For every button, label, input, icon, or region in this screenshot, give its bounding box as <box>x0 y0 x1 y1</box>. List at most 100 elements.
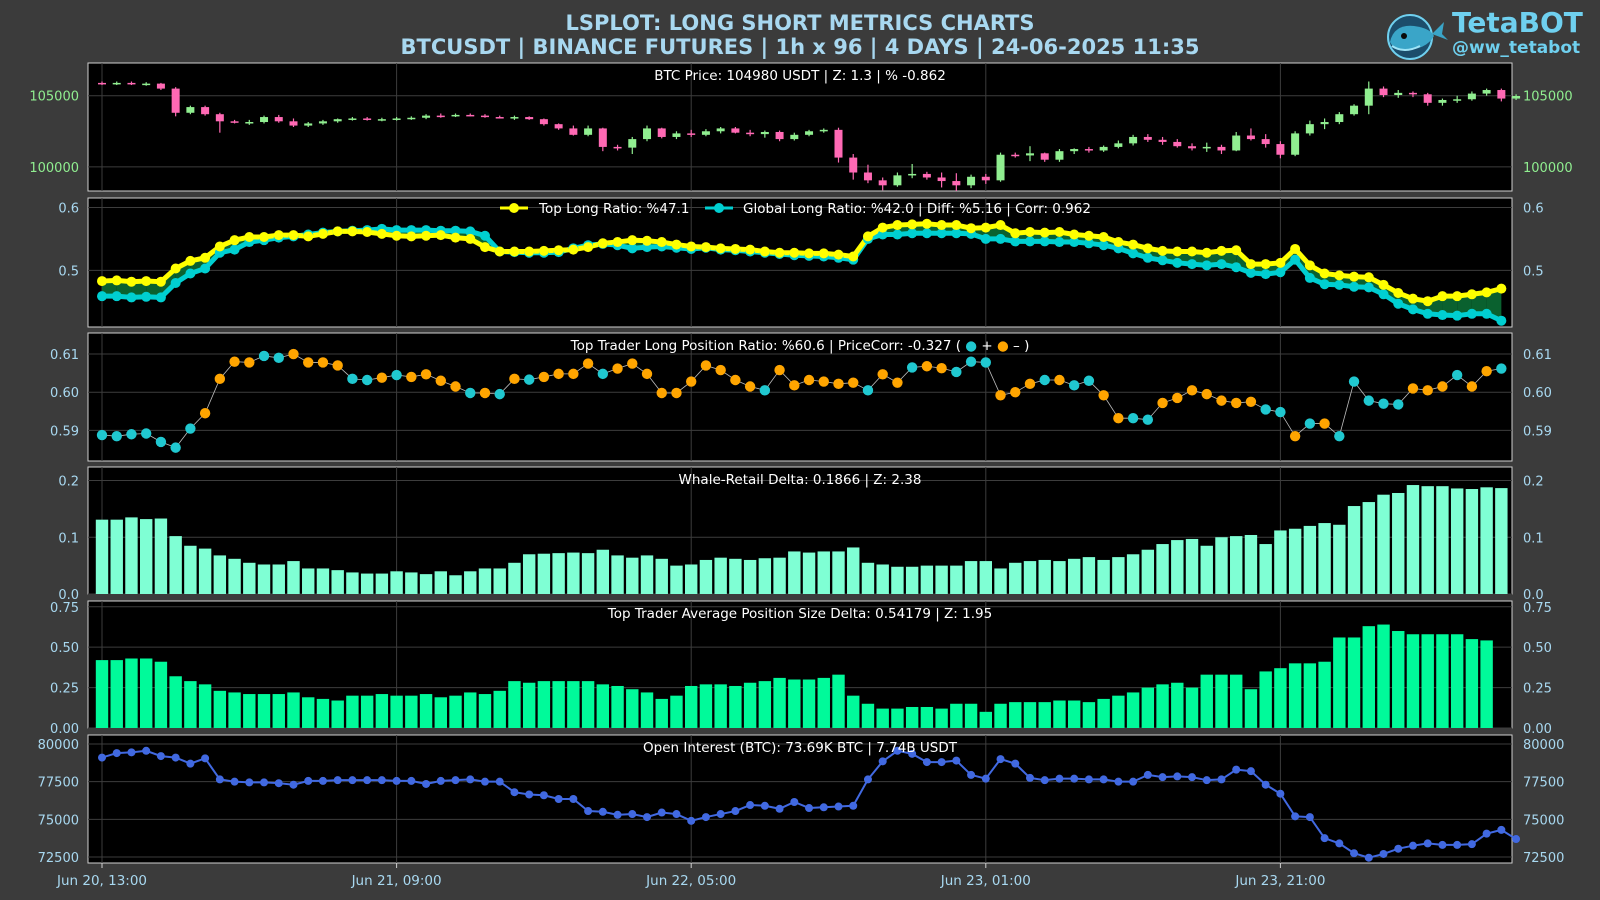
ratio-point <box>1068 380 1080 391</box>
oi-point <box>1084 775 1093 784</box>
ratio-point <box>1422 385 1433 396</box>
y-tick-label-right: 105000 <box>1523 90 1573 105</box>
top-long-point <box>1142 243 1153 254</box>
ratio-point <box>479 387 491 399</box>
candle-body <box>466 114 475 117</box>
global-long-point <box>111 291 122 302</box>
candle-body <box>1350 105 1359 115</box>
bar <box>1038 559 1051 594</box>
oi-point <box>171 753 180 762</box>
ratio-point <box>229 356 240 367</box>
oi-point <box>1070 774 1079 783</box>
candle-body <box>1202 146 1211 149</box>
y-tick-label-left: 0.61 <box>50 348 79 363</box>
top-long-point <box>376 228 387 239</box>
top-long-point <box>391 230 402 241</box>
top-long-point <box>671 239 682 250</box>
oi-point <box>554 795 563 803</box>
oi-point <box>142 746 151 755</box>
top-long-point <box>1275 257 1286 268</box>
bar <box>1450 488 1464 594</box>
top-long-point <box>185 255 196 266</box>
bar <box>1023 561 1037 594</box>
top-long-point <box>1069 229 1080 240</box>
bar <box>1303 663 1317 728</box>
oi-point <box>834 802 843 811</box>
candle-body <box>952 181 961 186</box>
bar <box>920 706 934 728</box>
candle-body <box>1467 93 1476 100</box>
oi-point <box>819 803 828 812</box>
bar <box>581 553 595 594</box>
global-long-point <box>1452 310 1463 321</box>
candle-body <box>407 117 416 120</box>
candle-body <box>849 157 858 173</box>
candle-body <box>1482 90 1491 94</box>
global-long-point <box>1393 298 1404 309</box>
candle-body <box>363 118 372 120</box>
candle-body <box>436 115 445 118</box>
oi-point <box>922 758 931 767</box>
global-long-point <box>1422 308 1433 319</box>
ratio-point <box>759 385 771 396</box>
bar <box>154 661 168 728</box>
bar <box>1465 489 1479 594</box>
bar <box>611 555 624 594</box>
top-long-point <box>421 230 432 241</box>
bar <box>979 561 992 594</box>
candle-body <box>215 114 224 122</box>
oi-point <box>760 801 769 810</box>
top-long-point <box>1334 270 1345 281</box>
candle-body <box>333 119 342 122</box>
bar <box>1362 626 1375 728</box>
bar <box>95 519 109 594</box>
bar <box>1082 702 1096 728</box>
y-tick-label-left: 0.2 <box>58 475 79 490</box>
oi-point <box>893 746 902 755</box>
global-long-point <box>1319 279 1330 290</box>
oi-point <box>333 776 342 785</box>
bar <box>464 571 477 594</box>
ratio-point <box>435 375 446 386</box>
bar <box>1436 486 1449 594</box>
oi-point <box>156 752 165 761</box>
bar <box>685 564 698 594</box>
top-long-point <box>1157 245 1168 256</box>
bar <box>1495 488 1508 594</box>
oi-point <box>392 776 401 785</box>
candle-body <box>554 124 563 129</box>
candle-body <box>1114 143 1123 147</box>
bar <box>1347 506 1361 594</box>
top-long-point <box>126 276 137 287</box>
global-long-point <box>907 228 918 239</box>
bar <box>272 694 285 728</box>
candle-body <box>1011 154 1020 157</box>
oi-point <box>908 749 917 758</box>
y-tick-label-left: 0.75 <box>50 601 79 616</box>
bar <box>508 681 521 728</box>
chart-subtitle: BTCUSDT | BINANCE FUTURES | 1h x 96 | 4 … <box>400 35 1200 59</box>
ratio-point <box>951 366 962 378</box>
bar <box>1230 536 1243 594</box>
oi-point <box>1246 767 1255 776</box>
candle-body <box>1320 122 1329 125</box>
candle-body <box>98 82 106 85</box>
diff-fill <box>175 260 191 283</box>
bar <box>1392 492 1405 594</box>
bar <box>1200 674 1213 728</box>
y-tick-label-left: 105000 <box>29 90 79 105</box>
ratio-point <box>391 369 402 381</box>
candle-body <box>274 117 283 122</box>
top-long-point <box>141 276 152 287</box>
oi-point <box>436 776 445 785</box>
ratio-point <box>1260 404 1271 415</box>
oi-point <box>510 788 519 797</box>
legend-negative-marker: ● <box>993 338 1009 354</box>
ratio-point <box>185 423 196 434</box>
oi-point <box>304 776 313 785</box>
y-tick-label-left: 0.25 <box>50 682 79 697</box>
bar <box>390 571 403 594</box>
bar <box>1392 631 1405 728</box>
oi-point <box>643 813 652 822</box>
